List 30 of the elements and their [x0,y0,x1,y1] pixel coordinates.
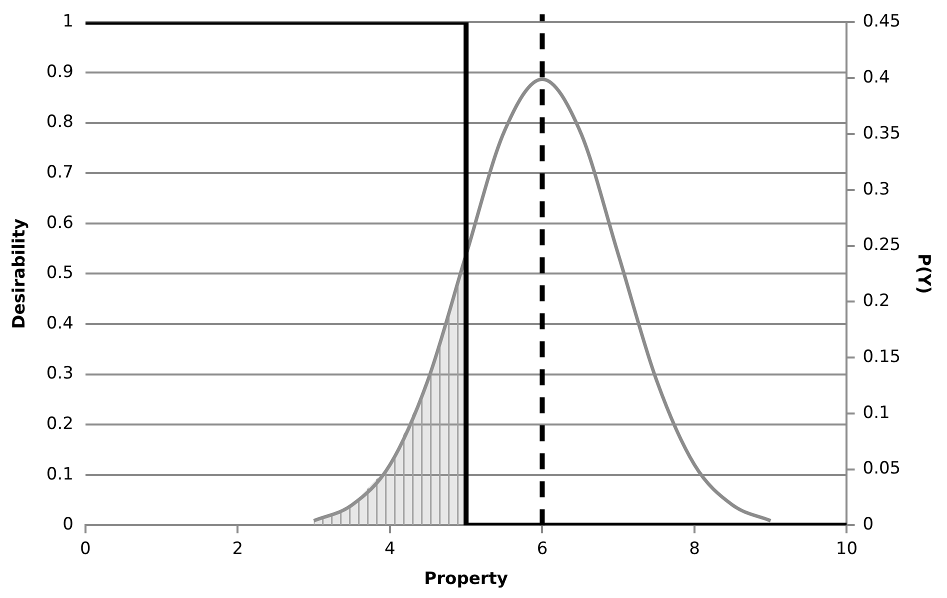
y2-tick-label: 0.1 [862,402,890,423]
y-tick-label: 0 [62,514,74,535]
y-tick-label: 1 [62,12,74,32]
y-tick-label: 0.5 [46,263,74,284]
x-axis-title: Property [424,569,508,590]
x-tick-label: 8 [689,538,700,559]
x-tick-label: 2 [232,538,244,559]
y-tick-label: 0.2 [46,414,74,434]
y2-tick-label: 0.2 [862,291,890,312]
y2-tick-label: 0.45 [862,12,901,32]
y2-tick-label: 0.4 [862,68,890,88]
x-tick-label: 10 [836,538,858,559]
y-tick-label: 0.3 [46,364,74,384]
y2-tick-label: 0.15 [862,346,901,367]
y-tick-label: 0.6 [46,212,74,233]
y-tick-label: 0.1 [46,464,74,484]
y2-tick-label: 0.35 [862,123,901,144]
x-tick-label: 4 [384,538,396,559]
y-axis-title: Desirability [10,218,30,329]
x-tick-label: 0 [80,538,91,559]
y-tick-label: 0.8 [46,112,74,132]
y-tick-label: 0.4 [46,313,74,334]
y2-tick-label: 0.3 [862,179,890,200]
y2-tick-label: 0 [862,514,874,535]
y2-tick-label: 0.05 [862,458,901,479]
y2-axis-title: P(Y) [913,254,934,294]
y-tick-label: 0.7 [46,162,74,183]
x-tick-label: 6 [536,538,548,559]
y-tick-label: 0.9 [46,62,74,82]
y2-tick-label: 0.25 [862,235,901,256]
